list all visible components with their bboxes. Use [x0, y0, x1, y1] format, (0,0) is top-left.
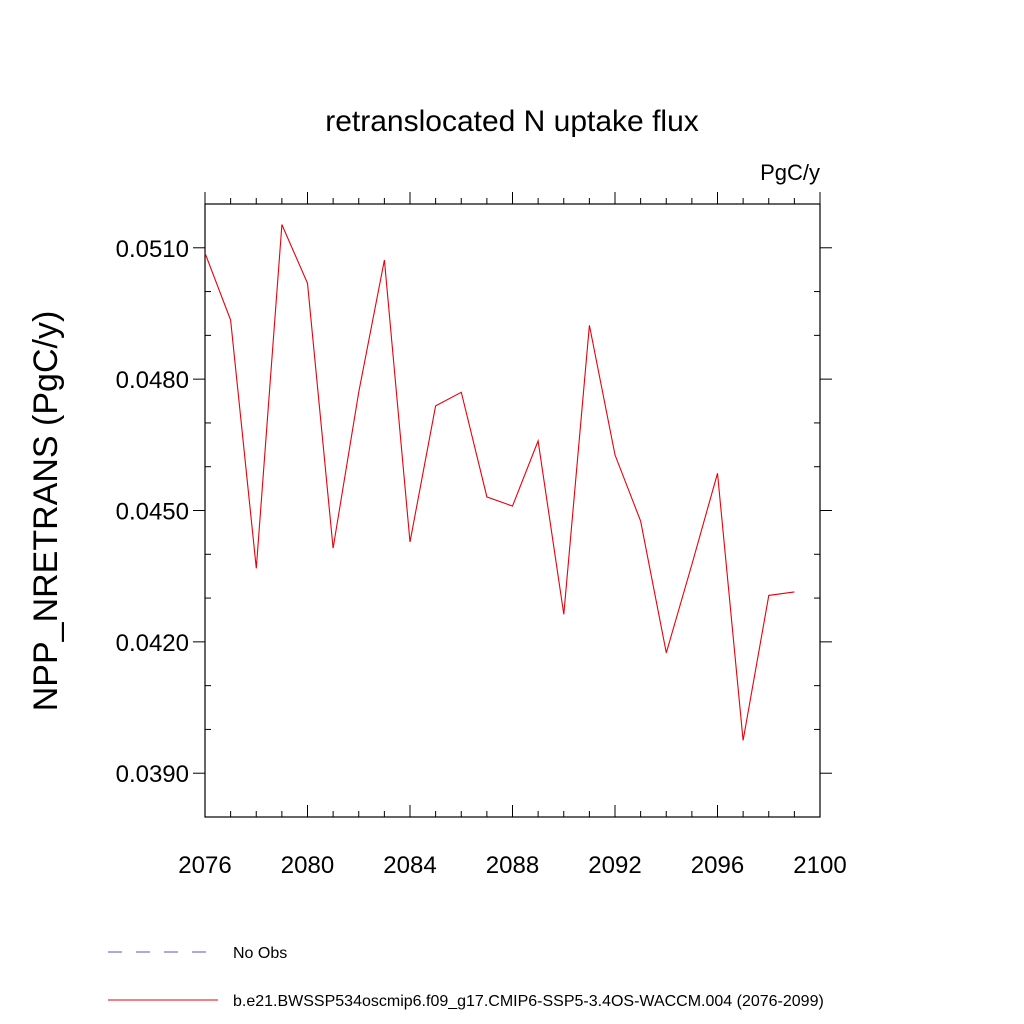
- y-tick-label: 0.0390: [116, 761, 189, 788]
- y-tick-label: 0.0420: [116, 630, 189, 657]
- x-tick-label: 2076: [178, 852, 231, 879]
- units-label: PgC/y: [760, 160, 820, 185]
- legend: No Obs b.e21.BWSSP534oscmip6.f09_g17.CMI…: [108, 945, 824, 1010]
- y-tick-label: 0.0480: [116, 367, 189, 394]
- series-layer: [204, 224, 795, 741]
- y-tick-label: 0.0450: [116, 499, 189, 526]
- y-axis-label: NPP_NRETRANS (PgC/y): [27, 311, 65, 712]
- y-tick-label: 0.0510: [116, 236, 189, 263]
- x-tick-label: 2096: [691, 852, 744, 879]
- x-tick-label: 2080: [281, 852, 334, 879]
- plot-frame: [204, 203, 821, 818]
- axis-ticks: 2076 2080 2084 2088 2092 2096 2100 0.0390 0.0420…: [116, 192, 847, 879]
- series-line-0: [204, 224, 795, 741]
- legend-label-model: b.e21.BWSSP534oscmip6.f09_g17.CMIP6-SSP5…: [233, 993, 824, 1010]
- x-tick-label: 2088: [486, 852, 539, 879]
- x-tick-label: 2084: [383, 852, 436, 879]
- legend-label-no-obs: No Obs: [233, 945, 287, 962]
- chart-title: retranslocated N uptake flux: [325, 105, 699, 138]
- x-tick-label: 2092: [588, 852, 641, 879]
- x-tick-label: 2100: [793, 852, 846, 879]
